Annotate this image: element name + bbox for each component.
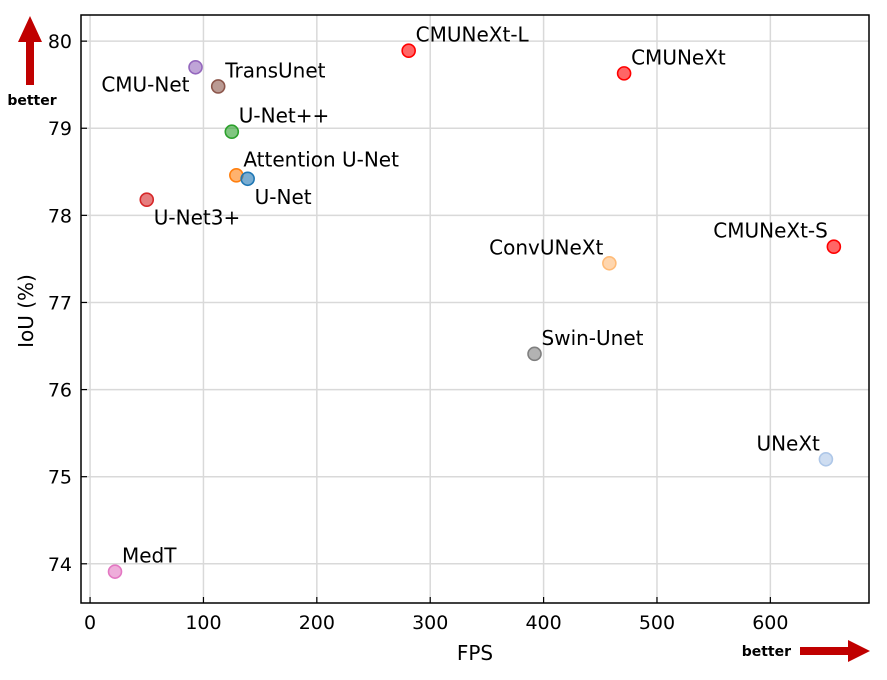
axis-ticks: 0 100 200 300 400 500 600 74 75 76 77 78 79 80: [48, 31, 789, 634]
x-tick-label: 100: [185, 612, 221, 634]
point-label: CMUNeXt: [631, 45, 726, 69]
better-x-label: better: [742, 644, 791, 660]
x-tick-label: 500: [639, 612, 675, 634]
x-tick-label: 300: [412, 612, 448, 634]
x-tick-label: 200: [299, 612, 335, 634]
data-point: [527, 346, 542, 362]
better-y-label: better: [7, 93, 56, 109]
y-tick-label: 76: [48, 380, 72, 402]
plot-frame: [80, 14, 870, 604]
point-label: Swin-Unet: [542, 326, 644, 350]
data-point: [210, 79, 226, 94]
x-axis-title: FPS: [457, 641, 493, 665]
data-point: [616, 66, 632, 81]
data-point: [818, 451, 834, 467]
point-label: MedT: [122, 544, 177, 568]
data-point: [602, 255, 617, 271]
point-label: Attention U-Net: [243, 147, 399, 171]
y-tick-label: 80: [48, 31, 72, 53]
point-label: U-Net3+: [154, 206, 240, 230]
data-point: [401, 43, 416, 59]
point-label: CMUNeXt-S: [713, 219, 828, 243]
x-tick-label: 400: [525, 612, 561, 634]
point-label: ConvUNeXt: [489, 235, 603, 259]
better-y-annotation: better: [7, 16, 57, 109]
y-axis-title: IoU (%): [14, 274, 38, 348]
arrow-right-icon: [800, 640, 870, 662]
point-label: UNeXt: [756, 431, 820, 455]
data-point: [107, 564, 123, 579]
x-tick-label: 0: [84, 612, 96, 634]
grid: [81, 15, 869, 603]
y-tick-label: 75: [48, 467, 72, 489]
data-point: [224, 124, 240, 140]
y-tick-label: 78: [48, 205, 72, 227]
point-label: CMU-Net: [101, 72, 189, 96]
data-points: CMU-Net TransUnet U-Net++ Attention U-Net U-…: [101, 23, 842, 579]
data-point: [826, 239, 842, 255]
data-point: [188, 59, 203, 75]
y-tick-label: 74: [48, 554, 72, 576]
data-point: [240, 171, 255, 187]
point-label: U-Net++: [239, 104, 329, 128]
x-tick-label: 600: [752, 612, 788, 634]
better-x-annotation: better: [742, 640, 870, 662]
y-tick-label: 77: [48, 292, 72, 314]
arrow-up-icon: [18, 16, 42, 85]
point-label: U-Net: [255, 185, 312, 209]
y-tick-label: 79: [48, 118, 72, 140]
data-point: [139, 192, 155, 207]
point-label: CMUNeXt-L: [416, 23, 530, 47]
point-label: TransUnet: [224, 58, 325, 82]
